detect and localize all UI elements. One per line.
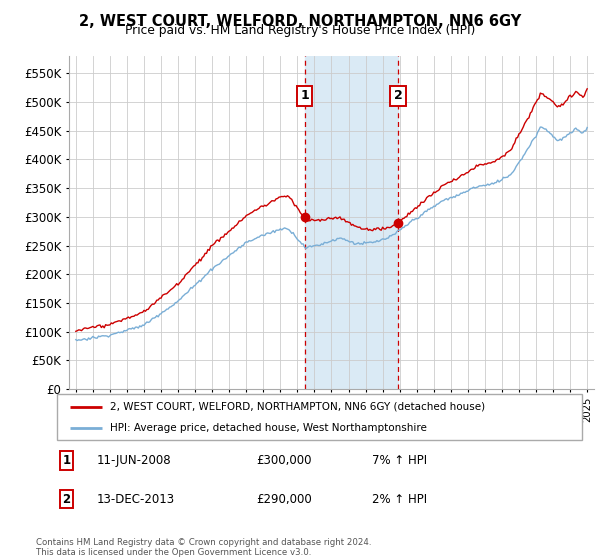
Text: £290,000: £290,000 — [257, 493, 312, 506]
Text: 13-DEC-2013: 13-DEC-2013 — [97, 493, 175, 506]
Text: Price paid vs. HM Land Registry's House Price Index (HPI): Price paid vs. HM Land Registry's House … — [125, 24, 475, 37]
Text: 2: 2 — [62, 493, 71, 506]
Text: 7% ↑ HPI: 7% ↑ HPI — [372, 454, 427, 467]
FancyBboxPatch shape — [57, 394, 582, 440]
Text: HPI: Average price, detached house, West Northamptonshire: HPI: Average price, detached house, West… — [110, 423, 427, 433]
Text: 11-JUN-2008: 11-JUN-2008 — [97, 454, 171, 467]
Bar — [305, 56, 398, 389]
Text: 2, WEST COURT, WELFORD, NORTHAMPTON, NN6 6GY (detached house): 2, WEST COURT, WELFORD, NORTHAMPTON, NN6… — [110, 402, 485, 412]
Text: 2% ↑ HPI: 2% ↑ HPI — [372, 493, 427, 506]
Text: 2: 2 — [394, 90, 403, 102]
Text: 2, WEST COURT, WELFORD, NORTHAMPTON, NN6 6GY: 2, WEST COURT, WELFORD, NORTHAMPTON, NN6… — [79, 14, 521, 29]
Text: 1: 1 — [300, 90, 309, 102]
Text: Contains HM Land Registry data © Crown copyright and database right 2024.
This d: Contains HM Land Registry data © Crown c… — [36, 538, 371, 557]
Text: 1: 1 — [62, 454, 71, 467]
Text: £300,000: £300,000 — [257, 454, 312, 467]
